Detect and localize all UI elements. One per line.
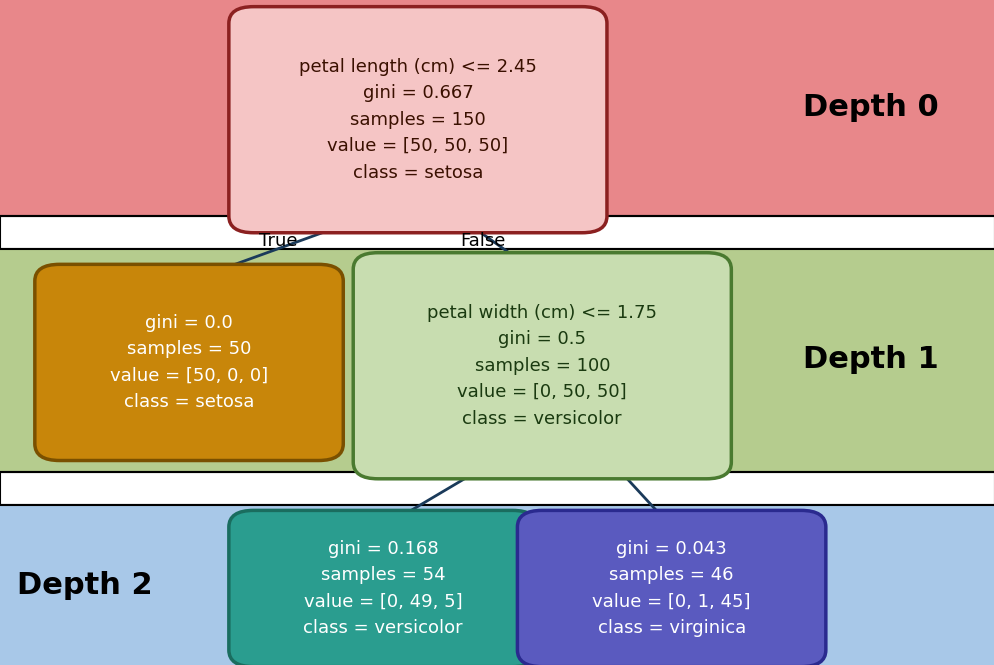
Text: gini = 0.168
samples = 54
value = [0, 49, 5]
class = versicolor: gini = 0.168 samples = 54 value = [0, 49… — [303, 540, 462, 637]
FancyBboxPatch shape — [0, 472, 994, 505]
FancyBboxPatch shape — [0, 0, 994, 216]
Text: Depth 0: Depth 0 — [802, 93, 937, 122]
FancyBboxPatch shape — [0, 249, 994, 472]
FancyBboxPatch shape — [229, 7, 606, 233]
Text: gini = 0.0
samples = 50
value = [50, 0, 0]
class = setosa: gini = 0.0 samples = 50 value = [50, 0, … — [110, 314, 267, 411]
Text: Depth 2: Depth 2 — [17, 571, 152, 600]
Text: petal length (cm) <= 2.45
gini = 0.667
samples = 150
value = [50, 50, 50]
class : petal length (cm) <= 2.45 gini = 0.667 s… — [298, 58, 537, 182]
Text: True: True — [259, 232, 297, 251]
Text: gini = 0.043
samples = 46
value = [0, 1, 45]
class = virginica: gini = 0.043 samples = 46 value = [0, 1,… — [591, 540, 750, 637]
FancyBboxPatch shape — [517, 511, 825, 665]
Text: False: False — [459, 232, 505, 251]
Text: petal width (cm) <= 1.75
gini = 0.5
samples = 100
value = [0, 50, 50]
class = ve: petal width (cm) <= 1.75 gini = 0.5 samp… — [426, 304, 657, 428]
FancyBboxPatch shape — [229, 511, 537, 665]
Text: Depth 1: Depth 1 — [802, 344, 937, 374]
FancyBboxPatch shape — [0, 505, 994, 665]
FancyBboxPatch shape — [353, 253, 731, 479]
FancyBboxPatch shape — [35, 264, 343, 460]
FancyBboxPatch shape — [0, 216, 994, 249]
